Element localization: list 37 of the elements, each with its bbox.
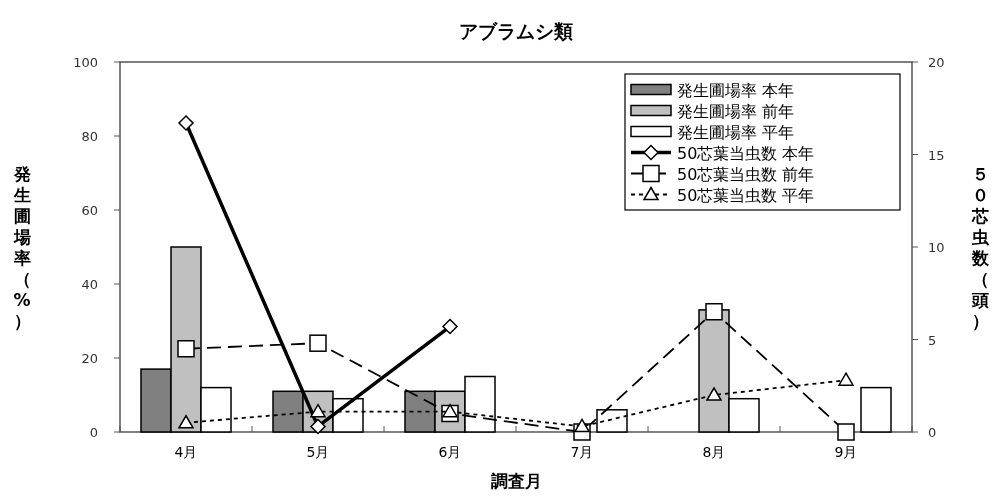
y-tick-label: 40 (81, 277, 98, 292)
legend-label: 50芯葉当虫数 平年 (677, 185, 815, 205)
y-tick-label: 20 (81, 351, 98, 366)
y2-tick-label: 0 (928, 425, 937, 440)
y-tick-label: 80 (81, 129, 98, 144)
y2-axis-title: ５０芯虫数（頭） (970, 163, 990, 331)
point (177, 340, 195, 358)
y-tick-label: 100 (73, 55, 98, 70)
chart-title: アブラムシ類 (459, 20, 573, 42)
point (574, 418, 590, 433)
point (178, 415, 194, 429)
y-axis-title: 発生圃場率（%） (12, 163, 31, 331)
legend-label: 50芯葉当虫数 本年 (677, 143, 815, 163)
x-axis-title: 調査月 (490, 471, 542, 491)
y2-tick-label: 5 (928, 332, 937, 348)
point (310, 418, 326, 435)
x-tick-label: 4月 (174, 444, 198, 460)
legend-label: 発生圃場率 本年 (677, 80, 795, 100)
legend-label: 50芯葉当虫数 前年 (677, 164, 815, 184)
y-tick-label: 0 (89, 425, 98, 440)
point (705, 303, 723, 321)
x-tick-label: 5月 (306, 444, 330, 460)
y2-tick-label: 20 (928, 55, 945, 70)
legend-label: 発生圃場率 平年 (677, 122, 795, 142)
x-tick-label: 7月 (570, 444, 594, 460)
x-tick-label: 8月 (702, 444, 726, 460)
point (442, 318, 458, 335)
point (178, 115, 194, 131)
x-tick-label: 9月 (834, 444, 858, 460)
y-tick-label: 60 (81, 203, 98, 218)
x-tick-label: 6月 (438, 444, 462, 460)
y2-tick-label: 10 (928, 240, 945, 255)
legend-label: 発生圃場率 前年 (677, 101, 795, 121)
point (706, 387, 722, 401)
point (838, 372, 854, 386)
bar (860, 386, 892, 433)
y2-tick-label: 15 (928, 147, 945, 163)
